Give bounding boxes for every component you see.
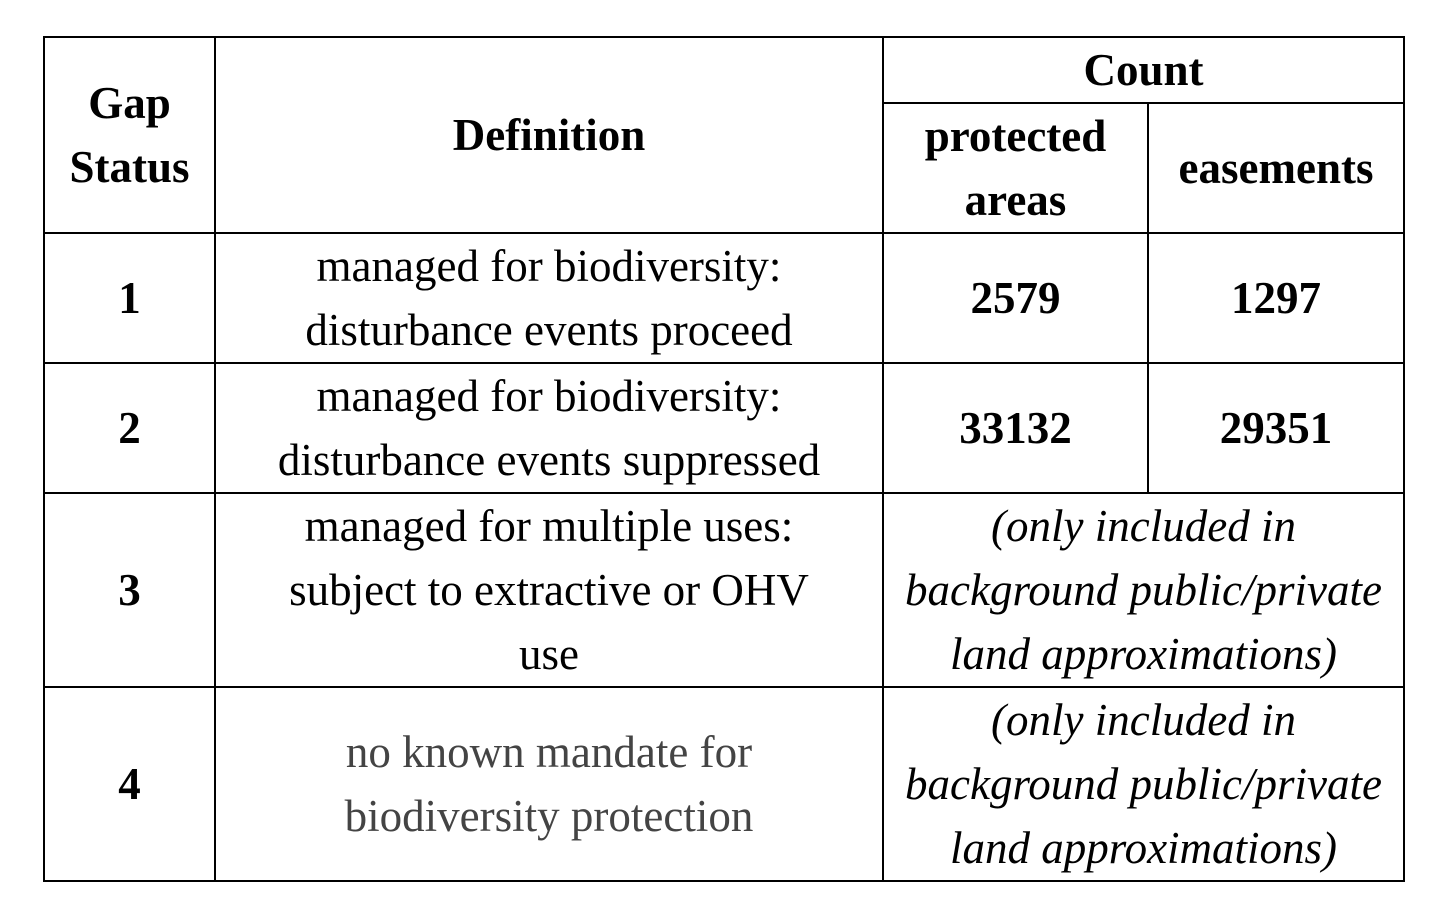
gap-status-cell: 2 (43, 362, 216, 494)
note-line: background public/private (905, 565, 1382, 615)
table-row: 3 managed for multiple uses: subject to … (43, 492, 1406, 688)
definition-cell: managed for biodiversity: disturbance ev… (214, 232, 884, 364)
definition-line: use (519, 629, 579, 679)
definition-cell: managed for biodiversity: disturbance ev… (214, 362, 884, 494)
header-row-top: Gap Status Definition Count (43, 36, 1406, 234)
count-note-cell: (only included in background public/priv… (881, 686, 1406, 882)
count-note-cell: (only included in background public/priv… (881, 492, 1406, 688)
definition-line: managed for biodiversity: (316, 241, 782, 291)
note-line: background public/private (905, 759, 1382, 809)
header-protected-line1: protected (924, 111, 1107, 161)
gap-status-table: Gap Status Definition Count protected ar… (43, 36, 1406, 882)
easements-count: 29351 (1146, 362, 1406, 494)
definition-line: disturbance events suppressed (277, 435, 821, 485)
gap-status-cell: 1 (43, 232, 216, 364)
header-gap-status: Gap Status (43, 36, 216, 234)
gap-status-cell: 4 (43, 686, 216, 882)
protected-areas-count: 33132 (882, 362, 1149, 494)
definition-line: no known mandate for (345, 727, 753, 777)
easements-count: 1297 (1146, 232, 1406, 364)
definition-line: managed for biodiversity: (316, 371, 782, 421)
header-definition: Definition (214, 36, 884, 234)
table-row: 4 no known mandate for biodiversity prot… (43, 686, 1406, 882)
header-gap-status-line2: Status (69, 142, 190, 192)
header-protected-areas: protected areas (882, 102, 1149, 234)
protected-areas-count: 2579 (882, 232, 1149, 364)
note-line: land approximations) (949, 823, 1338, 873)
definition-line: disturbance events proceed (305, 305, 793, 355)
note-line: (only included in (991, 695, 1296, 745)
definition-line: subject to extractive or OHV (289, 565, 809, 615)
definition-cell: managed for multiple uses: subject to ex… (214, 492, 884, 688)
header-protected-line2: areas (964, 175, 1067, 225)
header-row-sub: protected areas easements (44, 102, 1406, 234)
definition-line: biodiversity protection (344, 791, 754, 841)
gap-status-cell: 3 (43, 492, 216, 688)
note-line: (only included in (991, 501, 1296, 551)
header-count: Count (881, 36, 1406, 104)
header-easements: easements (1146, 102, 1406, 234)
table-row: 2 managed for biodiversity: disturbance … (43, 362, 1406, 494)
header-gap-status-line1: Gap (88, 78, 171, 128)
table-row: 1 managed for biodiversity: disturbance … (43, 232, 1406, 364)
definition-line: managed for multiple uses: (304, 501, 794, 551)
definition-cell: no known mandate for biodiversity protec… (214, 686, 884, 882)
note-line: land approximations) (949, 629, 1338, 679)
